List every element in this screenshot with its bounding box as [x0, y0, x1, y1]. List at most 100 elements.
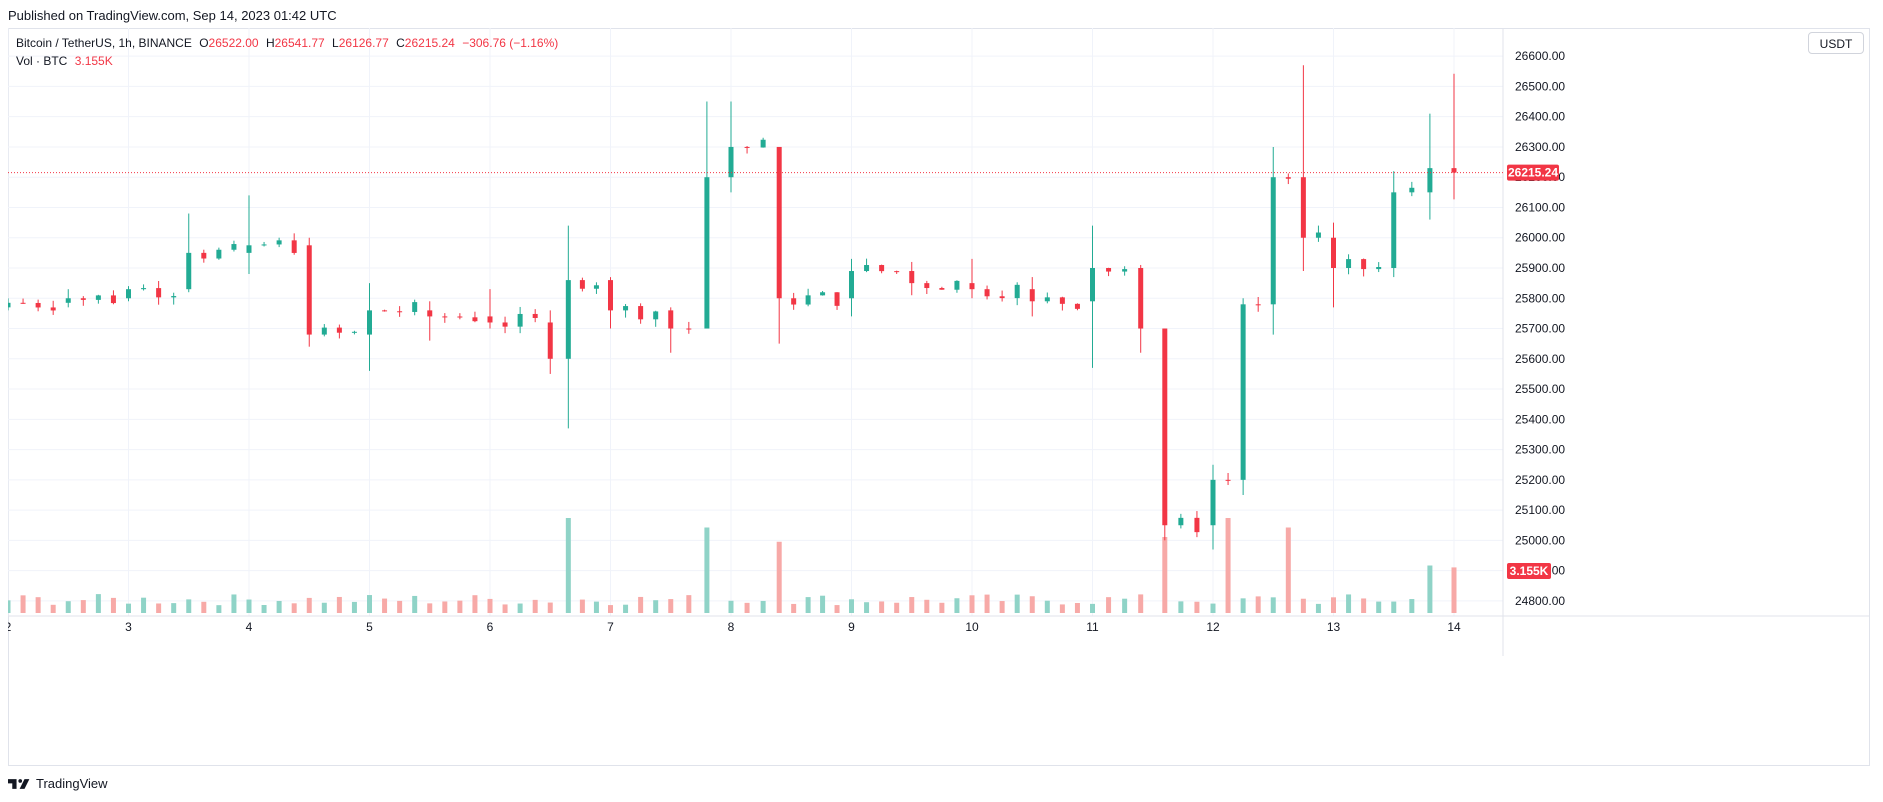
- candle-body: [1029, 289, 1035, 302]
- y-tick-label: 26100.00: [1515, 200, 1565, 214]
- footer-brand: TradingView: [36, 776, 108, 791]
- candle-body: [1090, 268, 1095, 302]
- candle-body: [50, 307, 56, 311]
- candle-body: [1210, 479, 1216, 526]
- volume-bar: [382, 598, 388, 613]
- candle-body: [1044, 297, 1050, 302]
- volume-bar: [1427, 565, 1433, 613]
- tradingview-footer[interactable]: TradingView: [8, 776, 108, 791]
- candle-body: [382, 310, 388, 312]
- volume-bar: [999, 601, 1005, 613]
- volume-bar: [65, 601, 71, 613]
- volume-bar: [201, 601, 207, 613]
- x-tick-label: 12: [1206, 620, 1220, 634]
- volume-bar: [95, 594, 101, 613]
- x-tick-label: 11: [1086, 620, 1099, 634]
- candle-body: [1178, 517, 1184, 526]
- volume-bar: [1029, 596, 1035, 613]
- volume-bar: [412, 595, 418, 613]
- x-tick-label: 14: [1447, 620, 1461, 634]
- close-value: 26215.24: [404, 36, 455, 50]
- open-value: 26522.00: [208, 36, 259, 50]
- candle-body: [20, 302, 26, 304]
- volume-bar: [351, 601, 357, 613]
- volume-bar: [1074, 603, 1080, 613]
- candle-body: [760, 139, 766, 148]
- candle-body: [186, 252, 192, 290]
- candle-body: [565, 280, 571, 359]
- volume-bar: [704, 527, 710, 613]
- candle-body: [216, 249, 222, 259]
- volume-bar: [939, 602, 945, 613]
- candle-body: [156, 288, 162, 298]
- currency-button[interactable]: USDT: [1808, 32, 1864, 54]
- candle-body: [1225, 479, 1231, 481]
- volume-bar: [686, 595, 692, 613]
- candle-body: [412, 302, 418, 312]
- last-volume-label: 3.155K: [1510, 564, 1549, 578]
- volume-bar: [276, 600, 282, 613]
- volume-bar: [397, 600, 403, 613]
- candle-body: [834, 292, 840, 306]
- volume-bar: [1240, 598, 1246, 613]
- y-tick-label: 25400.00: [1515, 412, 1565, 426]
- x-tick-label: 9: [848, 620, 855, 634]
- volume-bar: [909, 597, 915, 613]
- last-volume-tag: [1507, 563, 1551, 579]
- candle-body: [608, 280, 613, 311]
- candle-body: [517, 313, 523, 327]
- published-text: Published on TradingView.com, Sep 14, 20…: [8, 8, 337, 23]
- x-tick-label: 4: [246, 620, 253, 634]
- candle-body: [231, 244, 237, 250]
- volume-bar: [1122, 598, 1128, 613]
- candle-body: [704, 177, 710, 329]
- volume-bar: [653, 600, 659, 613]
- candle-body: [1270, 177, 1276, 305]
- volume-bar: [744, 602, 750, 613]
- volume-bar: [8, 600, 11, 613]
- candle-body: [1162, 328, 1168, 526]
- candle-body: [442, 316, 448, 318]
- volume-bar: [579, 599, 585, 613]
- candle-body: [321, 327, 327, 335]
- volume-bar: [1014, 594, 1020, 613]
- high-label: H: [265, 36, 275, 50]
- candle-body: [35, 302, 41, 308]
- x-tick-label: 7: [607, 620, 614, 634]
- volume-bar: [20, 595, 26, 613]
- volume-bar: [1106, 597, 1112, 613]
- change-value: −306.76 (−1.16%): [462, 36, 559, 50]
- candle-body: [1427, 168, 1433, 193]
- volume-bar: [1285, 527, 1291, 613]
- volume-bar: [156, 603, 162, 613]
- x-tick-label: 2: [8, 620, 12, 634]
- volume-bar: [472, 595, 478, 613]
- candle-body: [593, 285, 599, 289]
- candle-body: [1059, 297, 1065, 304]
- candle-body: [126, 289, 131, 299]
- volume-bar: [80, 600, 86, 613]
- candlestick-chart[interactable]: 24800.0024900.0025000.0025100.0025200.00…: [8, 28, 1870, 766]
- volume-bar: [668, 599, 674, 613]
- candle-body: [1106, 268, 1112, 272]
- candle-body: [141, 288, 147, 290]
- candle-body: [1451, 168, 1457, 173]
- volume-bar: [1331, 597, 1336, 613]
- candle-body: [1391, 192, 1397, 268]
- x-tick-label: 8: [728, 620, 735, 634]
- y-tick-label: 25200.00: [1515, 473, 1565, 487]
- volume-bar: [517, 603, 523, 613]
- volume-bar: [110, 597, 116, 613]
- symbol-label: Bitcoin / TetherUS, 1h, BINANCE: [16, 36, 192, 50]
- y-tick-label: 25600.00: [1515, 352, 1565, 366]
- candle-body: [171, 296, 177, 298]
- volume-bar: [820, 595, 826, 613]
- volume-bar: [1300, 598, 1306, 613]
- volume-bar: [924, 599, 930, 613]
- candle-body: [246, 245, 252, 253]
- candle-body: [1346, 259, 1352, 268]
- volume-bar: [50, 604, 56, 613]
- candle-body: [879, 265, 885, 272]
- volume-bar: [623, 604, 629, 613]
- candle-body: [1300, 177, 1306, 238]
